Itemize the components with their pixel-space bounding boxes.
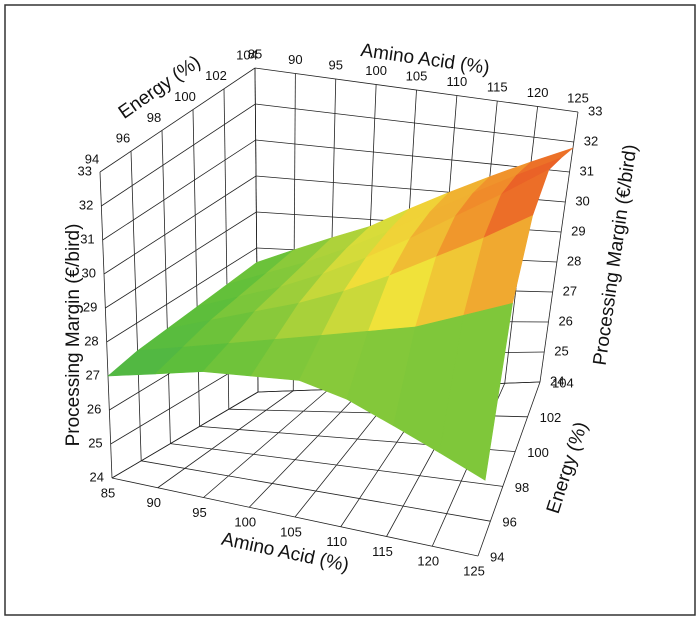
x-tick-label: 105 [280,524,302,539]
y-tick-label: 96 [116,131,130,146]
x-tick-label-top: 105 [406,68,428,83]
z-tick-label: 25 [88,435,102,450]
x-tick-label-top: 120 [527,85,549,100]
z-tick-label-right: 33 [588,103,602,118]
z-tick-label: 33 [78,163,92,178]
grid-line [203,389,329,498]
z-tick-label: 29 [83,299,97,314]
x-tick-label: 90 [147,495,161,510]
grid-line [539,111,579,383]
x-tick-label: 85 [101,485,115,500]
y-tick-label: 102 [205,68,227,83]
x-tick-label: 115 [372,544,393,559]
y-tick-label-right: 96 [502,515,516,530]
z-tick-label: 27 [86,367,100,382]
y-tick-label-right: 102 [540,410,562,425]
grid-line [161,130,171,444]
z-tick-label-right: 29 [571,223,585,238]
grid-line [141,460,491,522]
grid-line [102,139,256,241]
grid-line [157,390,294,489]
y-axis-title-right: Energy (%) [543,419,592,516]
z-tick-label-right: 31 [580,163,594,178]
y-tick-label: 104 [236,47,258,62]
labels: 85 85 90 90 95 95 100 100 105 105 110 110 115 115 120 1… [78,46,603,578]
y-tick-label-right: 98 [515,480,529,495]
z-tick-label-right: 30 [575,193,589,208]
z-tick-label-right: 27 [563,283,577,298]
frame [4,4,696,616]
z-tick-label-right: 32 [584,133,598,148]
grid-line [105,211,257,309]
x-tick-label: 110 [326,534,347,549]
x-tick-label: 125 [463,563,485,578]
z-axis-title-right: Processing Margin (€/bird) [590,143,642,367]
grid-line [101,103,256,207]
x-tick-label-top: 110 [447,74,468,89]
z-tick-label-right: 26 [558,313,572,328]
grid-line [99,67,256,173]
surface-cell [439,302,513,481]
z-tick-label-right: 25 [554,343,568,358]
grid-line [111,477,479,557]
x-tick-label-top: 100 [365,63,387,78]
grid-line [99,171,113,479]
x-tick-label-top: 95 [329,57,343,72]
grid-line [103,175,257,275]
grid-line [130,151,142,461]
z-tick-label: 32 [79,197,93,212]
z-tick-label: 24 [90,469,104,484]
y-tick-label: 94 [85,151,99,166]
grid-line [255,103,574,143]
z-tick-label-right: 28 [567,253,581,268]
z-axis-title: Processing Margin (€/bird) [63,224,84,447]
z-tick-label-right: 24 [550,373,564,388]
y-tick-label-right: 94 [490,549,504,564]
z-tick-label: 30 [82,265,96,280]
z-tick-label: 26 [87,401,101,416]
grid-line [192,109,200,427]
surface [107,147,574,481]
x-tick-label: 95 [192,505,206,520]
grid-line [111,391,259,479]
z-tick-label: 31 [80,231,94,246]
grid-line [477,381,541,557]
grid-line [254,67,579,113]
y-tick-label-right: 100 [527,445,549,460]
y-tick-label: 100 [174,89,196,104]
x-tick-label-top: 125 [567,90,589,105]
x-tick-label: 100 [234,515,256,530]
grid-line [248,387,365,508]
grid-line [106,247,257,343]
x-tick-label: 120 [417,554,439,569]
grid-line [170,443,503,487]
x-tick-label-top: 85 [248,46,262,61]
y-tick-label-right: 104 [552,375,574,390]
x-tick-label-top: 90 [288,52,302,67]
x-tick-label-top: 115 [487,79,508,94]
y-tick-label: 98 [147,110,161,125]
z-tick-label: 28 [84,333,98,348]
